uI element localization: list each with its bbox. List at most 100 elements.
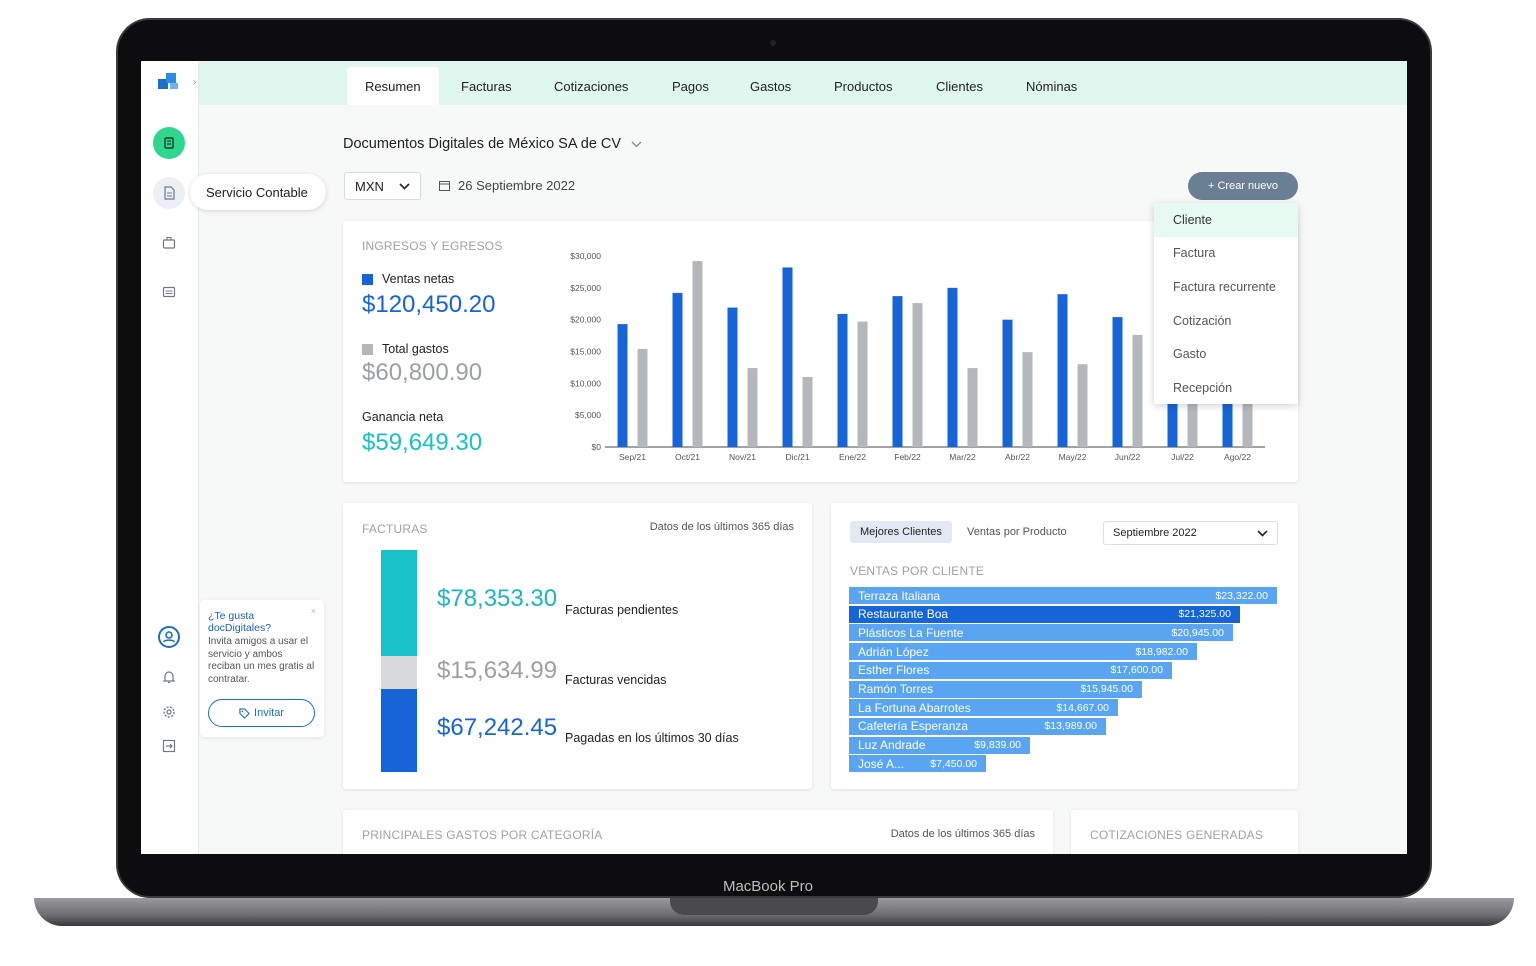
client-bar[interactable]: Plásticos La Fuente $20,945.00 bbox=[849, 624, 1233, 642]
expand-sidebar-icon[interactable]: › bbox=[193, 77, 197, 88]
expenses-bar[interactable] bbox=[1077, 364, 1088, 447]
expenses-bar[interactable] bbox=[1022, 352, 1033, 447]
client-bar[interactable]: Terraza Italiana $23,322.00 bbox=[849, 587, 1277, 604]
sales-bar[interactable] bbox=[782, 267, 793, 447]
company-selector[interactable]: Documentos Digitales de México SA de CV bbox=[343, 136, 642, 152]
create-new-button[interactable]: + Crear nuevo bbox=[1188, 172, 1298, 200]
expenses-category-card: PRINCIPALES GASTOS POR CATEGORÍA Datos d… bbox=[343, 810, 1053, 854]
y-tick-label: $25,000 bbox=[570, 283, 601, 293]
tab-ventas-producto[interactable]: Ventas por Producto bbox=[967, 526, 1067, 538]
user-profile-icon[interactable] bbox=[157, 625, 181, 649]
invite-promo-card: × ¿Te gusta docDigitales? Invita amigos … bbox=[200, 600, 324, 737]
expenses-bar[interactable] bbox=[857, 321, 868, 447]
client-bar[interactable]: La Fortuna Abarrotes $14,667.00 bbox=[849, 699, 1118, 717]
client-amount: $18,982.00 bbox=[1135, 645, 1188, 658]
client-name: Terraza Italiana bbox=[858, 588, 941, 603]
sales-bar[interactable] bbox=[727, 307, 738, 447]
app-screen: › Servicio Contable × ¿Te gusta docDigit… bbox=[141, 61, 1407, 854]
chevron-down-icon bbox=[631, 141, 642, 147]
client-bar[interactable]: José A... $7,450.00 bbox=[849, 755, 986, 773]
menu-item-cotizacion[interactable]: Cotización bbox=[1173, 313, 1232, 328]
client-amount: $20,945.00 bbox=[1171, 626, 1224, 639]
expenses-bar[interactable] bbox=[802, 376, 813, 447]
client-bar[interactable]: Esther Flores $17,600.00 bbox=[849, 661, 1172, 679]
client-name: Esther Flores bbox=[858, 663, 930, 678]
tab-pagos[interactable]: Pagos bbox=[672, 78, 709, 94]
sales-bar[interactable] bbox=[947, 287, 958, 447]
folder-icon[interactable] bbox=[157, 280, 181, 304]
profit-value: $59,649.30 bbox=[362, 429, 483, 456]
currency-select[interactable]: MXN bbox=[344, 172, 421, 200]
income-expenses-card: INGRESOS Y EGRESOS Ventas netas $120,450… bbox=[343, 221, 1298, 482]
client-amount: $15,945.00 bbox=[1080, 683, 1133, 695]
close-icon[interactable]: × bbox=[310, 606, 316, 616]
client-bar[interactable]: Cafetería Esperanza $13,989.00 bbox=[849, 717, 1106, 735]
period-select[interactable]: Septiembre 2022 bbox=[1103, 521, 1278, 545]
expenses-bar[interactable] bbox=[912, 303, 923, 447]
client-name: Restaurante Boa bbox=[858, 607, 949, 622]
client-bar[interactable]: Ramón Torres $15,945.00 bbox=[849, 680, 1142, 698]
menu-item-cliente[interactable]: Cliente bbox=[1154, 203, 1298, 237]
client-amount: $9,839.00 bbox=[974, 739, 1021, 752]
sales-bar[interactable] bbox=[1057, 294, 1068, 447]
client-name: Adrián López bbox=[858, 644, 929, 659]
client-amount: $23,322.00 bbox=[1215, 589, 1268, 602]
tab-mejores-clientes[interactable]: Mejores Clientes bbox=[850, 521, 952, 543]
tab-cotizaciones[interactable]: Cotizaciones bbox=[554, 78, 629, 94]
tab-productos[interactable]: Productos bbox=[834, 78, 893, 94]
tab-facturas[interactable]: Facturas bbox=[461, 78, 512, 94]
sales-bar[interactable] bbox=[1002, 319, 1013, 447]
date-picker[interactable]: 26 Septiembre 2022 bbox=[439, 178, 575, 193]
tab-gastos[interactable]: Gastos bbox=[750, 78, 792, 94]
expenses-bar[interactable] bbox=[747, 368, 758, 447]
legend-swatch-sales bbox=[362, 273, 373, 285]
quotes-title: COTIZACIONES GENERADAS bbox=[1090, 828, 1264, 842]
x-tick-label: May/22 bbox=[1059, 452, 1087, 462]
menu-item-gasto[interactable]: Gasto bbox=[1173, 347, 1207, 362]
tab-clientes[interactable]: Clientes bbox=[936, 78, 983, 94]
x-tick-label: Oct/21 bbox=[675, 452, 700, 462]
paid-value: $67,242.45 bbox=[437, 714, 558, 741]
overdue-bar-segment bbox=[381, 656, 417, 689]
overdue-label: Facturas vencidas bbox=[565, 673, 667, 687]
sales-bar[interactable] bbox=[617, 324, 628, 447]
x-tick-label: Mar/22 bbox=[949, 452, 976, 462]
expenses-bar[interactable] bbox=[1132, 334, 1143, 447]
invite-button[interactable]: Invitar bbox=[208, 699, 315, 727]
expenses-bar[interactable] bbox=[692, 261, 703, 447]
menu-item-factura-recurrente[interactable]: Factura recurrente bbox=[1173, 279, 1276, 294]
tab-resumen[interactable]: Resumen bbox=[347, 67, 439, 105]
calendar-icon bbox=[439, 181, 450, 191]
client-bar[interactable]: Luz Andrade $9,839.00 bbox=[849, 736, 1030, 754]
income-title: INGRESOS Y EGRESOS bbox=[362, 239, 503, 253]
accounting-icon[interactable] bbox=[153, 127, 185, 159]
invoices-note: Datos de los últimos 365 días bbox=[649, 521, 794, 533]
expenses-bar[interactable] bbox=[1242, 396, 1253, 447]
client-name: La Fortuna Abarrotes bbox=[858, 700, 971, 715]
sales-bar[interactable] bbox=[672, 292, 683, 447]
legend-swatch-expenses bbox=[362, 343, 373, 355]
briefcase-icon[interactable] bbox=[157, 231, 181, 255]
bell-icon[interactable] bbox=[157, 665, 181, 689]
sales-bar[interactable] bbox=[892, 296, 903, 447]
pending-label: Facturas pendientes bbox=[565, 603, 679, 617]
sales-bar[interactable] bbox=[837, 313, 848, 447]
menu-item-recepcion[interactable]: Recepción bbox=[1173, 380, 1233, 395]
expenses-bar[interactable] bbox=[1187, 396, 1198, 447]
sales-bar[interactable] bbox=[1112, 317, 1123, 447]
expenses-bar[interactable] bbox=[637, 348, 648, 447]
expenses-bar[interactable] bbox=[967, 368, 978, 447]
logout-icon[interactable] bbox=[157, 734, 181, 758]
app-logo-icon[interactable] bbox=[158, 71, 180, 98]
gear-icon[interactable] bbox=[157, 700, 181, 724]
promo-body: Invita amigos a usar el servicio y ambos… bbox=[208, 636, 315, 685]
y-tick-label: $30,000 bbox=[570, 251, 601, 261]
client-bar[interactable]: Restaurante Boa $21,325.00 bbox=[849, 605, 1240, 623]
quotes-card: COTIZACIONES GENERADAS bbox=[1071, 810, 1298, 854]
document-icon[interactable] bbox=[153, 177, 185, 209]
tab-nominas[interactable]: Nóminas bbox=[1026, 78, 1078, 94]
x-tick-label: Feb/22 bbox=[894, 452, 921, 462]
paid-label: Pagadas en los últimos 30 días bbox=[565, 731, 739, 745]
menu-item-factura[interactable]: Factura bbox=[1173, 246, 1216, 261]
client-bar[interactable]: Adrián López $18,982.00 bbox=[849, 643, 1197, 661]
